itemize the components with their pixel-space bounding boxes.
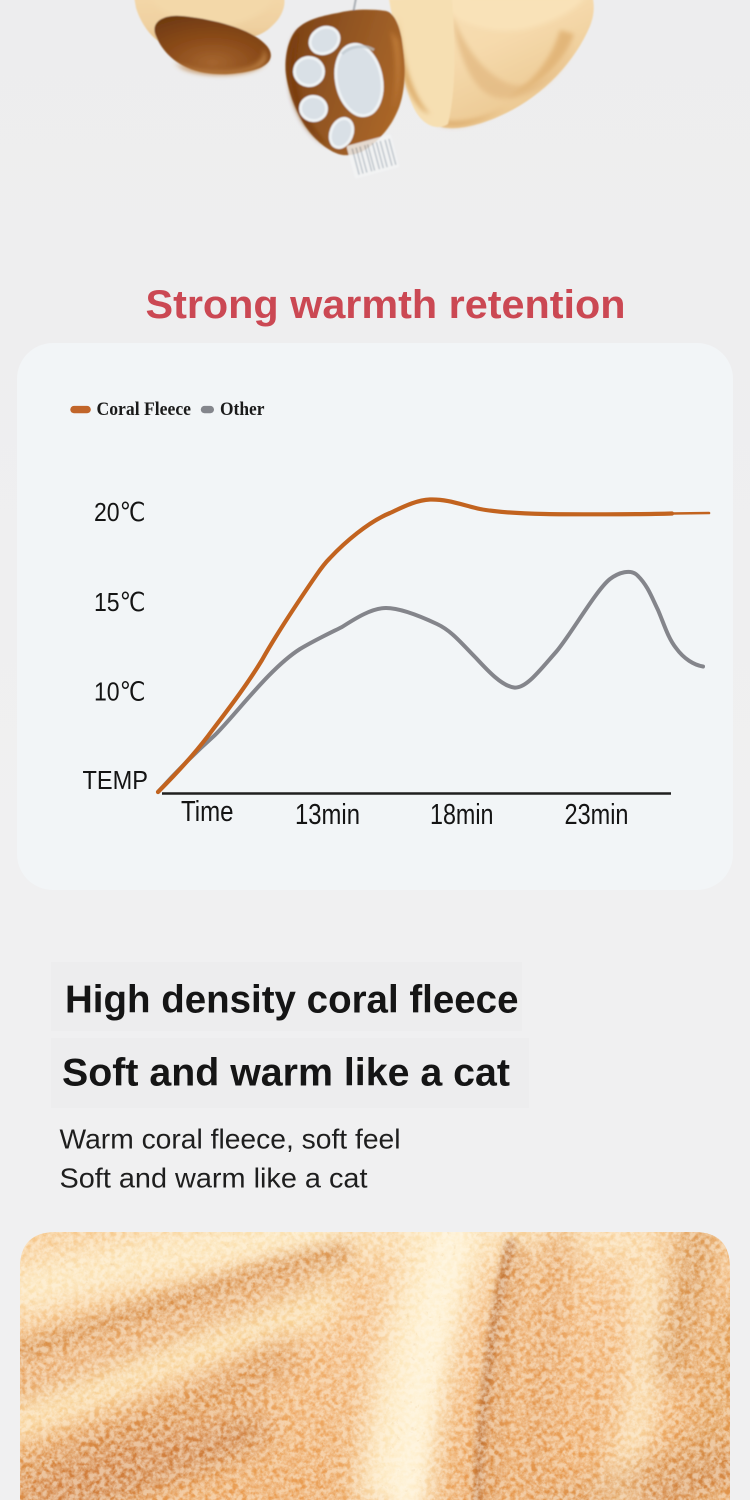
- svg-text:20℃: 20℃: [94, 497, 146, 527]
- svg-text:Soft and warm like a cat: Soft and warm like a cat: [62, 1052, 510, 1095]
- svg-text:Warm coral fleece, soft feel: Warm coral fleece, soft feel: [60, 1124, 401, 1155]
- svg-text:Other: Other: [220, 399, 265, 420]
- svg-text:18min: 18min: [430, 799, 494, 831]
- svg-text:Coral Fleece: Coral Fleece: [97, 399, 192, 420]
- svg-text:15℃: 15℃: [94, 587, 146, 617]
- svg-text:10℃: 10℃: [94, 677, 146, 707]
- svg-text:Strong warmth retention: Strong warmth retention: [146, 283, 626, 327]
- svg-text:Time: Time: [181, 796, 234, 828]
- svg-text:High density coral fleece: High density coral fleece: [65, 979, 519, 1022]
- svg-text:TEMP: TEMP: [83, 765, 149, 795]
- svg-text:Soft and warm like a cat: Soft and warm like a cat: [60, 1163, 368, 1194]
- svg-text:13min: 13min: [295, 799, 360, 831]
- svg-text:23min: 23min: [565, 799, 629, 831]
